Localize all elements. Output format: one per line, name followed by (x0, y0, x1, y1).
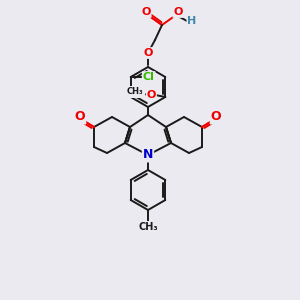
Text: O: O (141, 7, 151, 17)
Text: O: O (211, 110, 221, 124)
Text: N: N (143, 148, 153, 161)
Text: O: O (173, 7, 183, 17)
Text: CH₃: CH₃ (127, 88, 144, 97)
Text: O: O (143, 48, 153, 58)
Text: H: H (188, 16, 196, 26)
Text: O: O (147, 90, 156, 100)
Text: Cl: Cl (143, 72, 154, 82)
Text: CH₃: CH₃ (138, 222, 158, 232)
Text: O: O (75, 110, 85, 124)
